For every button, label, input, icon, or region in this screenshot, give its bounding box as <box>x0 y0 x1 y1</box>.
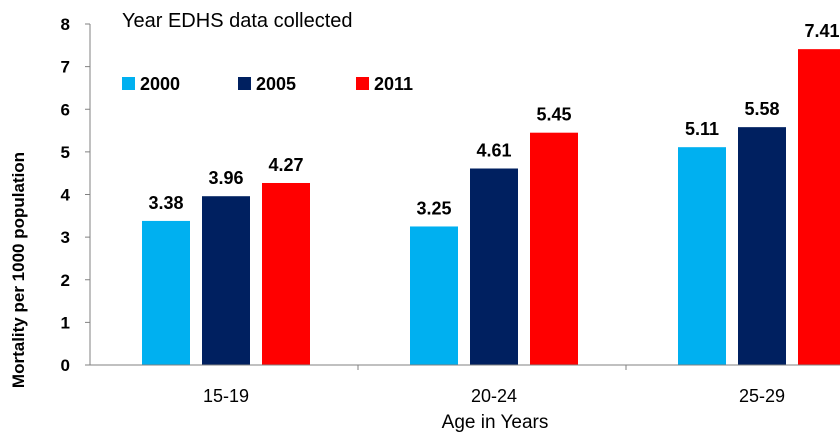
x-tick-label: 25-29 <box>739 386 785 406</box>
data-label: 5.58 <box>744 99 779 119</box>
y-tick-labels: 0 1 2 3 4 5 6 7 8 <box>61 15 90 375</box>
y-tick-label: 5 <box>61 143 70 162</box>
data-label: 5.11 <box>685 119 719 139</box>
y-tick-label: 0 <box>61 356 70 375</box>
x-tick-label: 20-24 <box>471 386 517 406</box>
bar-2000-20-24 <box>410 226 458 365</box>
bar-2000-15-19 <box>142 220 190 365</box>
y-tick-label: 4 <box>61 186 71 205</box>
x-tick-label: 15-19 <box>203 386 249 406</box>
bar-2005-25-29 <box>738 127 786 365</box>
bar-2000-25-29 <box>678 147 726 365</box>
legend: 2000 2005 2011 <box>122 74 413 94</box>
y-tick-label: 1 <box>61 313 70 332</box>
data-label: 4.61 <box>476 140 511 160</box>
data-label: 3.25 <box>416 198 451 218</box>
data-label: 5.45 <box>536 105 571 125</box>
data-label: 4.27 <box>268 155 303 175</box>
y-tick-label: 2 <box>61 271 70 290</box>
data-labels: 3.38 3.96 4.27 3.25 4.61 5.45 5.11 5.58 7.41 <box>148 21 839 218</box>
y-axis-label: Mortality per 1000 population <box>9 152 28 388</box>
y-tick-label: 8 <box>61 15 70 34</box>
legend-label-2005: 2005 <box>256 74 296 94</box>
legend-label-2011: 2011 <box>374 74 413 94</box>
data-label: 3.96 <box>208 168 243 188</box>
y-tick-label: 6 <box>61 100 70 119</box>
bar-2005-15-19 <box>202 196 250 365</box>
legend-swatch-2005 <box>238 77 251 90</box>
bar-2005-20-24 <box>470 168 518 365</box>
legend-label-2000: 2000 <box>140 74 180 94</box>
x-tick-labels: 15-19 20-24 25-29 <box>203 365 785 406</box>
bar-2011-25-29 <box>798 49 840 366</box>
bar-2011-20-24 <box>530 132 578 365</box>
x-axis-label: Age in Years <box>442 412 549 433</box>
data-label: 7.41 <box>804 21 839 41</box>
y-tick-label: 3 <box>61 228 70 247</box>
chart-title: Year EDHS data collected <box>122 10 353 32</box>
legend-swatch-2011 <box>356 77 369 90</box>
data-label: 3.38 <box>148 193 183 213</box>
y-tick-label: 7 <box>61 58 70 77</box>
bar-2011-15-19 <box>262 182 310 365</box>
legend-swatch-2000 <box>122 77 135 90</box>
bars <box>142 49 840 366</box>
